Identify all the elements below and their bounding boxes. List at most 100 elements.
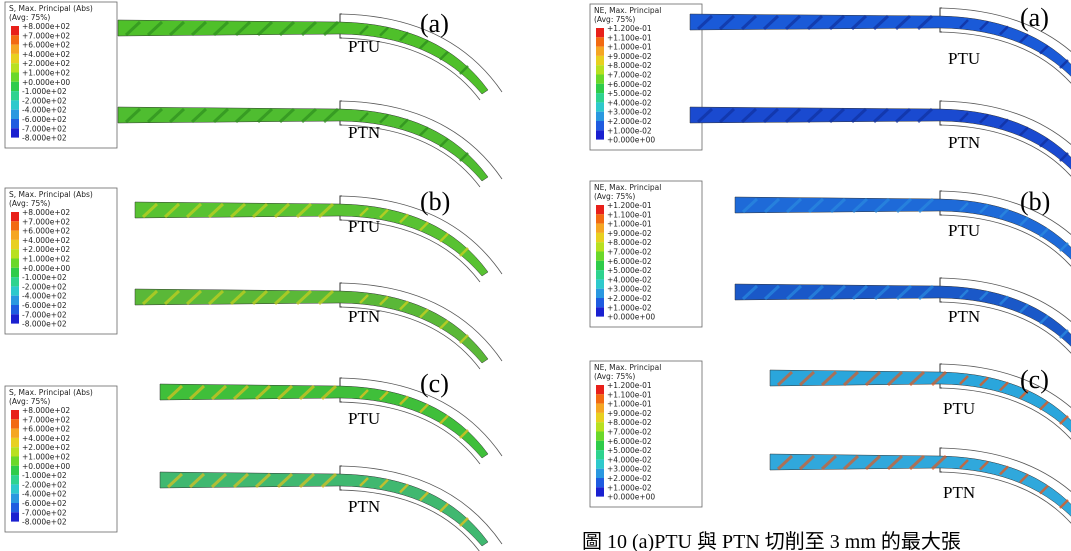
legend-swatch: [596, 261, 604, 270]
legend-label: +1.000e-02: [607, 483, 652, 492]
lower-label: PTN: [948, 307, 980, 326]
legend-label: +2.000e-02: [607, 474, 652, 483]
legend-label: +0.000e+00: [22, 462, 70, 471]
legend-label: +9.000e-02: [607, 229, 652, 238]
legend-label: +8.000e-02: [607, 61, 652, 70]
legend-label: -1.000e+02: [22, 471, 67, 480]
legend-swatch: [11, 82, 19, 91]
legend-label: +1.000e-02: [607, 126, 652, 135]
legend-label: +4.000e+02: [22, 50, 70, 59]
legend-swatch: [11, 410, 19, 419]
lower-label: PTN: [948, 133, 980, 152]
legend-swatch: [11, 212, 19, 221]
legend-label: +7.000e-02: [607, 71, 652, 80]
legend-swatch: [11, 447, 19, 456]
legend-label: +6.000e+02: [22, 425, 70, 434]
legend-swatch: [596, 469, 604, 478]
legend-swatch: [596, 242, 604, 251]
legend-swatch: [596, 37, 604, 46]
legend-swatch: [11, 259, 19, 268]
legend-label: +0.000e+00: [607, 493, 655, 502]
panel-label: (c): [420, 369, 449, 398]
legend-swatch: [11, 305, 19, 314]
legend-label: +4.000e+02: [22, 236, 70, 245]
drill: [770, 448, 1071, 534]
legend-label: +9.000e-02: [607, 409, 652, 418]
legend-swatch: [596, 394, 604, 403]
legend-swatch: [11, 494, 19, 503]
legend-swatch: [596, 47, 604, 56]
legend-label: -8.000e+02: [22, 320, 67, 329]
lower-label: PTN: [348, 497, 380, 516]
legend-swatch: [596, 102, 604, 111]
legend-swatch: [11, 221, 19, 230]
legend-label: +1.000e-01: [607, 220, 652, 229]
panel-label: (a): [420, 9, 449, 38]
lower-label: PTN: [943, 483, 975, 502]
legend-swatch: [11, 457, 19, 466]
legend-swatch: [596, 252, 604, 261]
legend-label: +1.000e-01: [607, 43, 652, 52]
drill: [135, 283, 502, 369]
legend-label: +1.000e+02: [22, 69, 70, 78]
legend-swatch: [596, 28, 604, 37]
legend-avg: (Avg: 75%): [9, 13, 50, 22]
legend-swatch: [596, 233, 604, 242]
upper-label: PTU: [948, 221, 980, 240]
legend-swatch: [11, 277, 19, 286]
legend-swatch: [596, 112, 604, 121]
legend-swatch: [11, 45, 19, 54]
legend-swatch: [11, 35, 19, 44]
legend-label: -2.000e+02: [22, 282, 67, 291]
upper-label: PTU: [948, 49, 980, 68]
legend-swatch: [11, 231, 19, 240]
legend-swatch: [596, 487, 604, 496]
upper-label: PTU: [348, 217, 380, 236]
legend-label: +1.200e-01: [607, 24, 652, 33]
legend-swatch: [11, 286, 19, 295]
legend-label: -7.000e+02: [22, 310, 67, 319]
legend-swatch: [11, 119, 19, 128]
legend-label: +6.000e-02: [607, 437, 652, 446]
legend-label: +6.000e+02: [22, 227, 70, 236]
legend-title: NE, Max. Principal: [594, 6, 661, 15]
legend-swatch: [11, 268, 19, 277]
legend-swatch: [11, 73, 19, 82]
legend-swatch: [596, 413, 604, 422]
legend-label: +1.000e-01: [607, 400, 652, 409]
legend-label: +2.000e-02: [607, 117, 652, 126]
legend-label: +2.000e+02: [22, 245, 70, 254]
legend-swatch: [11, 512, 19, 521]
legend-swatch: [596, 385, 604, 394]
legend-title: S, Max. Principal (Abs): [9, 4, 93, 13]
legend-label: -1.000e+02: [22, 273, 67, 282]
lower-label: PTN: [348, 307, 380, 326]
legend-swatch: [596, 56, 604, 65]
legend-swatch: [11, 54, 19, 63]
figure: S, Max. Principal (Abs)(Avg: 75%)+8.000e…: [0, 0, 1071, 551]
legend-label: +7.000e+02: [22, 217, 70, 226]
legend-swatch: [11, 249, 19, 258]
legend-swatch: [596, 93, 604, 102]
legend-swatch: [596, 130, 604, 139]
legend-label: -8.000e+02: [22, 134, 67, 143]
drill: [160, 378, 502, 464]
legend-swatch: [596, 84, 604, 93]
legend-label: +2.000e+02: [22, 443, 70, 452]
legend-title: NE, Max. Principal: [594, 183, 661, 192]
legend-swatch: [596, 270, 604, 279]
legend-label: +4.000e-02: [607, 98, 652, 107]
legend-label: -7.000e+02: [22, 124, 67, 133]
legend-title: S, Max. Principal (Abs): [9, 190, 93, 199]
legend-label: +8.000e-02: [607, 238, 652, 247]
legend-swatch: [11, 240, 19, 249]
legend-label: -7.000e+02: [22, 508, 67, 517]
panel-label: (b): [420, 187, 450, 216]
legend-label: +8.000e-02: [607, 418, 652, 427]
legend-swatch: [11, 100, 19, 109]
lower-label: PTN: [348, 123, 380, 142]
legend-label: +1.100e-01: [607, 390, 652, 399]
legend-swatch: [11, 91, 19, 100]
legend-avg: (Avg: 75%): [9, 397, 50, 406]
legend-avg: (Avg: 75%): [594, 192, 635, 201]
